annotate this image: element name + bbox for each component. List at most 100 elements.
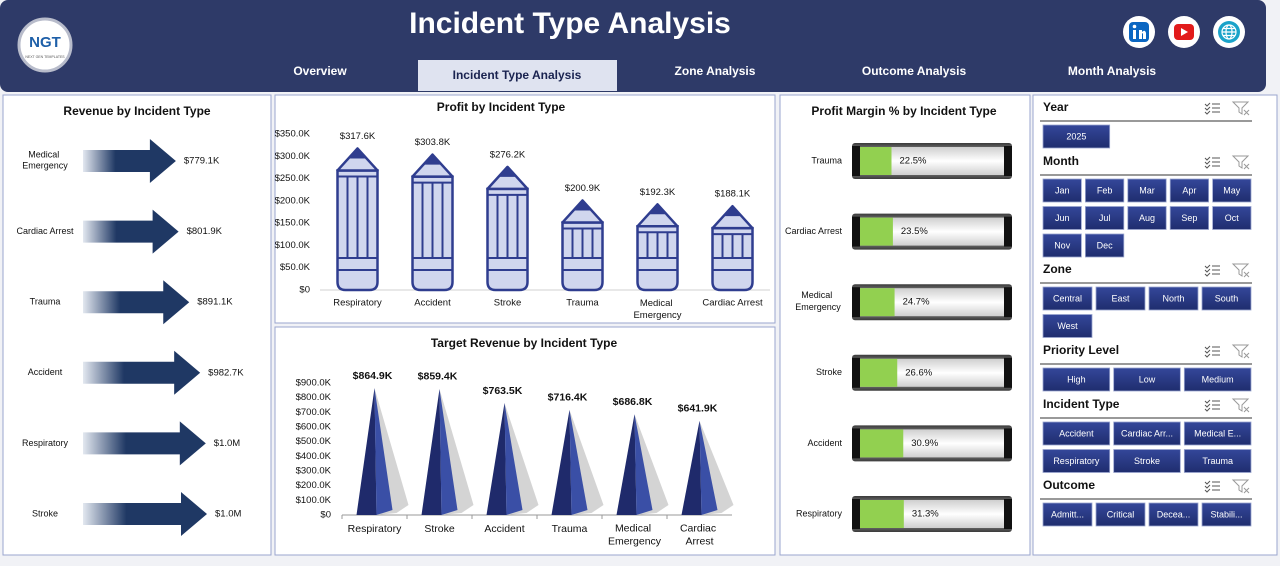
slicer-button[interactable]: West bbox=[1042, 314, 1093, 338]
pencil-lead bbox=[348, 148, 367, 159]
slicer-button[interactable]: Mar bbox=[1127, 178, 1167, 203]
y-tick-label: $350.0K bbox=[275, 129, 311, 140]
y-tick-label: $100.0K bbox=[296, 495, 332, 506]
nav-tab[interactable]: Month Analysis bbox=[1068, 64, 1157, 78]
filter-icon[interactable] bbox=[1231, 155, 1250, 170]
filter-icon[interactable] bbox=[1231, 479, 1250, 494]
slicer-button[interactable]: Sep bbox=[1169, 206, 1209, 230]
linkedin-icon[interactable] bbox=[1123, 16, 1155, 48]
slicer-button[interactable]: Accident bbox=[1042, 421, 1111, 446]
slicer-button[interactable]: Jan bbox=[1042, 178, 1082, 203]
value-label: 24.7% bbox=[903, 297, 930, 308]
slicer-button-label: Stroke bbox=[1134, 456, 1160, 466]
slicer-button[interactable]: High bbox=[1042, 367, 1111, 392]
nav-tab[interactable]: Overview bbox=[293, 64, 347, 78]
filter-icon[interactable] bbox=[1231, 344, 1250, 359]
x-tick-label: Stroke bbox=[494, 298, 521, 309]
multi-select-icon[interactable] bbox=[1204, 480, 1220, 493]
slicer-button[interactable]: Cardiac Arr... bbox=[1113, 421, 1181, 446]
arrow-bar bbox=[83, 209, 179, 254]
battery-cap bbox=[1004, 428, 1012, 459]
icon-line bbox=[1204, 164, 1220, 169]
y-tick-label: $150.0K bbox=[275, 218, 311, 229]
cone-right bbox=[569, 409, 588, 515]
slicer-button[interactable]: Stroke bbox=[1113, 449, 1181, 473]
slicer-button[interactable]: Jun bbox=[1042, 206, 1082, 230]
multi-select-icon[interactable] bbox=[1204, 345, 1220, 358]
slicer-button[interactable]: East bbox=[1095, 286, 1146, 311]
icon-line bbox=[1204, 353, 1220, 358]
filter-icon[interactable] bbox=[1231, 101, 1250, 116]
battery-cap bbox=[1004, 287, 1012, 318]
x-tick-label: Medical Emergency bbox=[633, 298, 681, 321]
slicer-button-label: West bbox=[1057, 321, 1078, 331]
nav-tab[interactable]: Outcome Analysis bbox=[862, 64, 967, 78]
pencil-bar bbox=[486, 165, 529, 292]
slicer-button-bg bbox=[1148, 502, 1199, 527]
slicer-button[interactable]: Central bbox=[1042, 286, 1093, 311]
pencil-tip bbox=[486, 165, 529, 191]
slicer-button[interactable]: Decea... bbox=[1148, 502, 1199, 527]
slicer-button[interactable]: Aug bbox=[1127, 206, 1167, 230]
value-label: $801.9K bbox=[187, 226, 223, 237]
multi-select-icon[interactable] bbox=[1204, 102, 1220, 115]
slicer-button-label: Stabili... bbox=[1210, 509, 1242, 519]
slicer-button-label: Respiratory bbox=[1053, 456, 1100, 466]
slicer-button[interactable]: Respiratory bbox=[1042, 449, 1111, 473]
filter-icon[interactable] bbox=[1231, 398, 1250, 413]
arrow-bar bbox=[83, 139, 176, 183]
multi-select-icon[interactable] bbox=[1204, 156, 1220, 169]
youtube-icon[interactable] bbox=[1168, 16, 1200, 48]
website-icon[interactable] bbox=[1213, 16, 1245, 48]
slicer-button-label: Oct bbox=[1225, 213, 1240, 223]
filter-icon[interactable] bbox=[1231, 263, 1250, 278]
icon-line bbox=[1204, 480, 1220, 485]
slicer-button-label: South bbox=[1215, 293, 1239, 303]
slicer-button-label: Sep bbox=[1181, 213, 1197, 223]
slicer-button-bg bbox=[1212, 178, 1252, 203]
slicer-button-bg bbox=[1085, 233, 1125, 258]
slicer-button[interactable]: Nov bbox=[1042, 233, 1082, 258]
slicer-button[interactable]: South bbox=[1201, 286, 1252, 311]
slicer-button[interactable]: 2025 bbox=[1042, 124, 1111, 149]
slicer-button[interactable]: Apr bbox=[1169, 178, 1209, 203]
slicer-button[interactable]: Critical bbox=[1095, 502, 1146, 527]
slicer-button[interactable]: Low bbox=[1113, 367, 1181, 392]
multi-select-icon[interactable] bbox=[1204, 399, 1220, 412]
pencil-tip bbox=[336, 147, 379, 172]
y-tick-label: $50.0K bbox=[280, 262, 311, 273]
pencil-lead bbox=[648, 204, 667, 215]
y-tick-label: $900.0K bbox=[296, 378, 332, 389]
cone-bar bbox=[681, 420, 734, 515]
logo-subtitle: NEXT GEN TEMPLATES bbox=[25, 55, 65, 59]
x-tick-label: Accident bbox=[484, 523, 524, 535]
slicer-button[interactable]: Feb bbox=[1085, 178, 1125, 203]
slicer-button-label: May bbox=[1223, 185, 1241, 195]
battery-fill bbox=[860, 288, 895, 317]
slicer-button[interactable]: May bbox=[1212, 178, 1252, 203]
multi-select-icon[interactable] bbox=[1204, 264, 1220, 277]
slicer-button[interactable]: Medical E... bbox=[1183, 421, 1252, 446]
slicer-button[interactable]: Medium bbox=[1183, 367, 1252, 392]
slicer-button[interactable]: Admitt... bbox=[1042, 502, 1093, 527]
slicer-button[interactable]: North bbox=[1148, 286, 1199, 311]
battery-cap bbox=[1004, 357, 1012, 388]
battery-fill bbox=[860, 358, 898, 387]
value-label: $1.0M bbox=[215, 509, 241, 520]
slicer-button[interactable]: Oct bbox=[1212, 206, 1252, 230]
slicer-button[interactable]: Stabili... bbox=[1201, 502, 1252, 527]
slicer-button-label: Nov bbox=[1054, 240, 1071, 250]
cone-left bbox=[681, 420, 702, 515]
slicer-button-bg bbox=[1095, 286, 1146, 311]
nav-tab[interactable]: Zone Analysis bbox=[675, 64, 756, 78]
slicer-button-bg bbox=[1183, 367, 1252, 392]
slicer-button[interactable]: Jul bbox=[1085, 206, 1125, 230]
nav-tab[interactable]: Incident Type Analysis bbox=[453, 68, 582, 82]
cone-right bbox=[374, 388, 393, 515]
cone-right bbox=[439, 388, 458, 515]
slicer-button[interactable]: Dec bbox=[1085, 233, 1125, 258]
battery-fill bbox=[860, 217, 893, 246]
slicer-button[interactable]: Trauma bbox=[1183, 449, 1252, 473]
slicer-title: Year bbox=[1043, 100, 1069, 114]
y-tick-label: $300.0K bbox=[296, 466, 332, 477]
